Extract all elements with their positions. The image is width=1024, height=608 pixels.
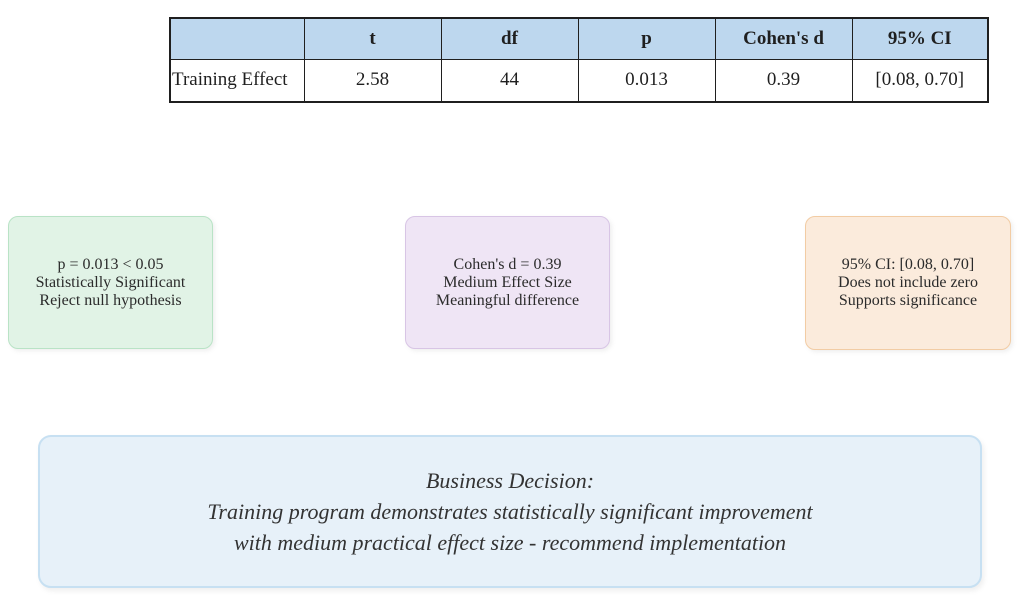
header-cell-p: p [577,17,716,60]
header-cell-df: df [440,17,579,60]
cell-cohens-d-value: 0.39 [714,58,853,103]
header-cell-cohens-d: Cohen's d [714,17,853,60]
confidence-interval-note-box: 95% CI: [0.08, 0.70] Does not include ze… [805,216,1011,350]
cell-p-value: 0.013 [577,58,716,103]
note-line: Does not include zero [838,274,978,291]
business-decision-box: Business Decision: Training program demo… [38,435,982,588]
table-row: Training Effect 2.58 44 0.013 0.39 [0.08… [169,58,989,103]
decision-title-line: Business Decision: [425,468,595,493]
note-line: Medium Effect Size [443,273,572,291]
note-line: 95% CI: [0.08, 0.70] [841,256,975,273]
effect-size-note-box: Cohen's d = 0.39 Medium Effect Size Mean… [405,216,610,349]
table-header-row: t df p Cohen's d 95% CI [169,17,989,60]
row-label-training-effect: Training Effect [169,58,305,103]
note-line: Statistically Significant [35,273,186,291]
header-cell-ci: 95% CI [851,17,989,60]
note-line: Supports significance [838,292,978,309]
cell-ci-value: [0.08, 0.70] [851,58,989,103]
decision-line: with medium practical effect size - reco… [233,530,787,555]
cell-t-value: 2.58 [303,58,442,103]
note-line: p = 0.013 < 0.05 [57,255,164,273]
note-line: Reject null hypothesis [39,291,182,309]
header-cell-empty [169,17,305,60]
header-cell-t: t [303,17,442,60]
note-line: Meaningful difference [435,291,580,309]
decision-line: Training program demonstrates statistica… [207,499,813,524]
t-test-results-table: t df p Cohen's d 95% CI Training Effect … [169,17,989,103]
significance-note-box: p = 0.013 < 0.05 Statistically Significa… [8,216,213,349]
cell-df-value: 44 [440,58,579,103]
note-line: Cohen's d = 0.39 [453,255,562,273]
